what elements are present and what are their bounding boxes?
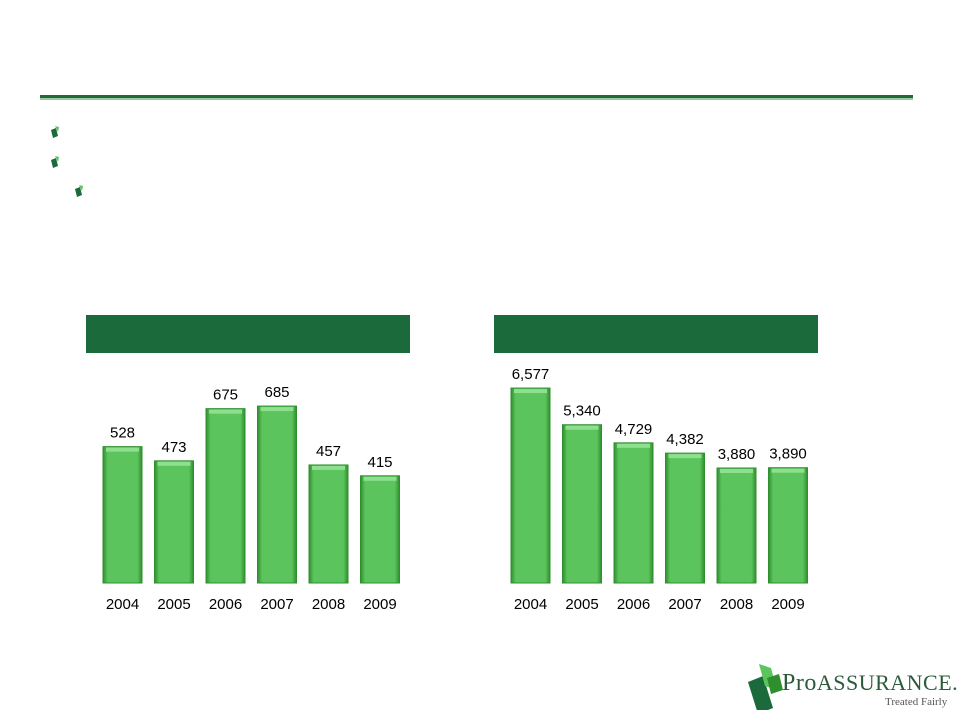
chart1-bar-2006 (205, 408, 246, 584)
brand-name: ProAssurance. (782, 670, 959, 696)
chart1-value-label: 415 (367, 454, 392, 471)
chart2-bar-2006 (613, 442, 654, 584)
chart1-bar-highlight-2007 (260, 407, 294, 412)
chart1-bar-highlight-2006 (209, 409, 242, 414)
chart2-bar-highlight-2007 (668, 454, 702, 459)
bullet-icon (51, 156, 59, 168)
chart2-bar-highlight-2009 (771, 468, 805, 473)
bullet-icon (51, 126, 59, 138)
chart1-bar-highlight-2004 (106, 447, 139, 452)
sub-bullet-icon (75, 185, 83, 197)
chart2-category-label: 2006 (617, 596, 650, 613)
chart2-value-label: 3,890 (769, 446, 807, 463)
chart1-bar-highlight-2005 (157, 461, 191, 466)
chart2-bar-2005 (562, 424, 602, 584)
chart1-value-label: 675 (213, 387, 238, 404)
chart1-value-label: 457 (316, 443, 341, 460)
chart2-bar-2007 (665, 452, 705, 584)
chart2-category-label: 2005 (565, 596, 598, 613)
chart1-bar-2007 (257, 405, 297, 584)
title-rule (40, 95, 913, 98)
title-rule-shadow (40, 98, 913, 100)
chart2-value-label: 3,880 (718, 446, 756, 463)
chart2-bar-highlight-2006 (617, 443, 650, 448)
chart2-bar-2008 (716, 467, 757, 584)
proassurance-logo-icon (748, 664, 783, 710)
chart2-bar-highlight-2005 (565, 425, 599, 430)
chart2-bar-2009 (768, 467, 808, 584)
chart1-value-label: 528 (110, 425, 135, 442)
chart1-bar-2005 (154, 460, 194, 584)
chart2-value-label: 6,577 (512, 366, 550, 383)
chart2-value-label: 5,340 (563, 403, 601, 420)
chart1-category-label: 2005 (157, 596, 190, 613)
chart1-bar-highlight-2009 (363, 476, 397, 481)
chart1-header-bar (86, 315, 410, 353)
chart1-category-label: 2004 (106, 596, 139, 613)
chart1-category-label: 2009 (363, 596, 396, 613)
chart1-category-label: 2007 (260, 596, 293, 613)
chart2-value-label: 4,729 (615, 421, 653, 438)
chart2-value-label: 4,382 (666, 431, 704, 448)
chart1-bar-2008 (308, 464, 349, 584)
chart2-category-label: 2004 (514, 596, 547, 613)
chart2-category-label: 2008 (720, 596, 753, 613)
chart1-value-label: 685 (264, 384, 289, 401)
chart2-bar-2004 (510, 387, 551, 584)
chart1-category-label: 2006 (209, 596, 242, 613)
chart2-header-bar (494, 315, 818, 353)
chart1-bar-2004 (102, 446, 143, 584)
chart1-category-label: 2008 (312, 596, 345, 613)
chart2-category-label: 2007 (668, 596, 701, 613)
chart2-bar-highlight-2004 (514, 389, 547, 394)
chart2-category-label: 2009 (771, 596, 804, 613)
brand-tagline: Treated Fairly (885, 696, 948, 708)
chart1-bar-2009 (360, 475, 400, 584)
chart1-value-label: 473 (161, 439, 186, 456)
chart1-bar-highlight-2008 (312, 465, 345, 470)
chart2-bar-highlight-2008 (720, 468, 753, 473)
